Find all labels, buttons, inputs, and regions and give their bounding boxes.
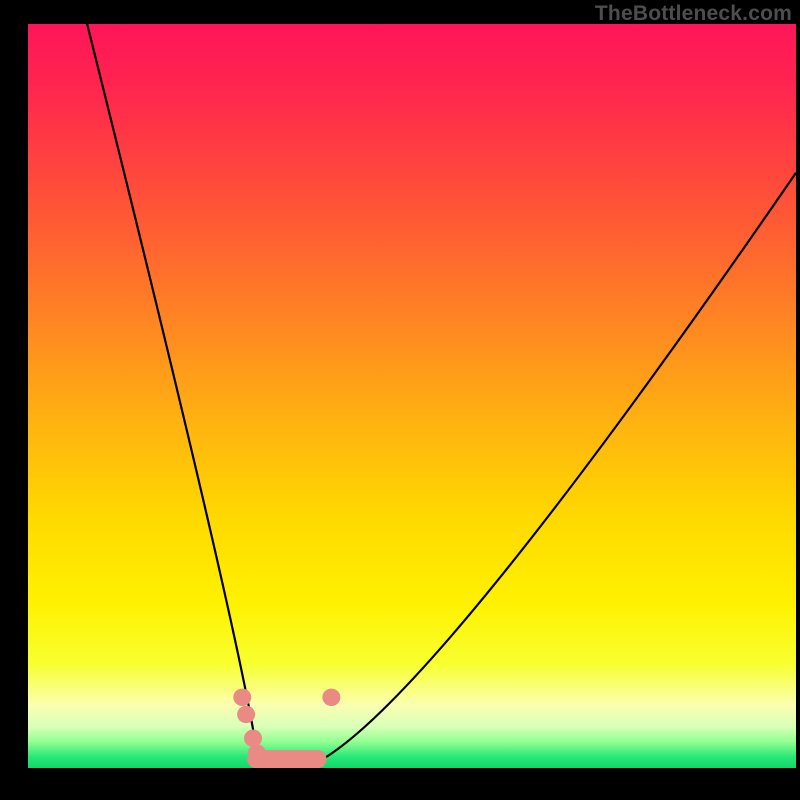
highlight-marker (322, 689, 340, 706)
bottleneck-curve-layer (28, 24, 796, 768)
chart-frame: TheBottleneck.com (0, 0, 800, 800)
bottleneck-curve (87, 24, 796, 768)
highlight-markers (233, 689, 340, 762)
highlight-marker (233, 689, 251, 706)
highlight-marker (244, 730, 262, 747)
plot-area (28, 24, 796, 768)
highlight-marker (237, 706, 255, 723)
watermark-text: TheBottleneck.com (595, 2, 792, 26)
highlight-marker (248, 744, 266, 761)
